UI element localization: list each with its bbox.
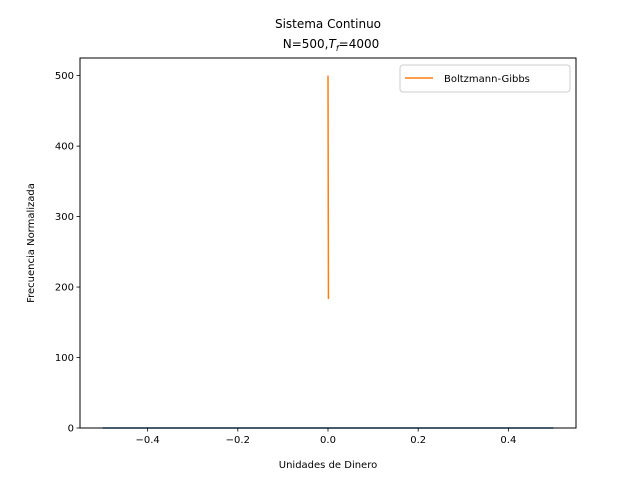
x-axis-label: Unidades de Dinero — [279, 460, 377, 471]
y-tick-label: 400 — [55, 142, 74, 153]
x-tick-label: 0.2 — [410, 435, 426, 446]
y-tick-label: 300 — [55, 212, 74, 223]
chart-subtitle-var-sub: f — [336, 44, 340, 53]
chart-title: Sistema Continuo — [275, 17, 381, 31]
y-axis-ticks: 0 100 200 300 400 500 — [55, 71, 80, 435]
y-axis-label: Frecuencia Normalizada — [26, 183, 37, 303]
y-tick-label: 0 — [68, 424, 74, 435]
y-tick-label: 500 — [55, 71, 74, 82]
legend-box — [399, 64, 571, 93]
x-tick-label: 0.4 — [500, 435, 516, 446]
chart-title-group: Sistema Continuo N=500,Tf=4000 — [275, 17, 381, 53]
series-layer — [102, 75, 554, 429]
x-tick-label: −0.2 — [226, 435, 250, 446]
legend-entry-boltzmann-gibbs: Boltzmann-Gibbs — [444, 74, 530, 85]
chart-subtitle-suffix: =4000 — [339, 37, 380, 51]
y-tick-label: 200 — [55, 283, 74, 294]
y-tick-label: 100 — [55, 353, 74, 364]
x-axis-ticks: −0.4 −0.2 0.0 0.2 0.4 — [135, 428, 516, 446]
x-tick-label: −0.4 — [135, 435, 159, 446]
chart-subtitle-var: T — [328, 37, 337, 51]
x-tick-label: 0.0 — [320, 435, 336, 446]
chart-subtitle-prefix: N=500, — [283, 37, 329, 51]
legend: Boltzmann-Gibbs — [399, 64, 571, 93]
chart-subtitle: N=500,Tf=4000 — [283, 37, 380, 53]
